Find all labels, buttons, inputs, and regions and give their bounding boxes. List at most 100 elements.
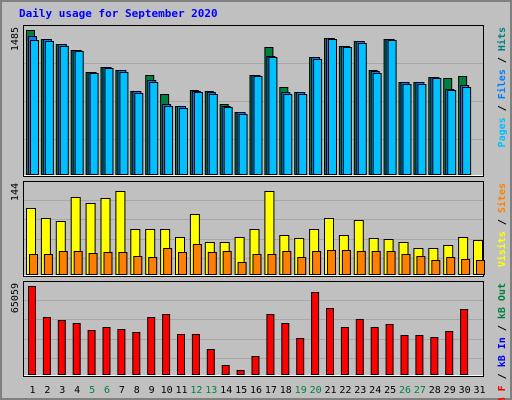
bar-pages-day-13 xyxy=(208,94,218,175)
bar-sites-day-8 xyxy=(133,256,143,275)
x-tick-label-7: 7 xyxy=(119,385,125,396)
bar-pages-day-15 xyxy=(238,114,248,175)
bar-pages-day-1 xyxy=(30,40,39,175)
bar-pages-day-17 xyxy=(268,57,278,175)
bar-pages-day-7 xyxy=(119,72,129,175)
x-tick-label-12: 12 xyxy=(190,385,202,396)
bar-pages-day-25 xyxy=(387,40,397,175)
x-tick-label-10: 10 xyxy=(161,385,173,396)
x-tick-label-3: 3 xyxy=(59,385,65,396)
x-tick-label-19: 19 xyxy=(295,385,307,396)
bar-sites-day-20 xyxy=(312,251,322,275)
bar-kbf-day-15 xyxy=(236,370,245,375)
bar-kbf-day-30 xyxy=(460,309,469,375)
chart-title: Daily usage for September 2020 xyxy=(19,7,218,20)
panel-1-border xyxy=(23,181,484,277)
x-tick-label-24: 24 xyxy=(369,385,381,396)
bar-pages-day-21 xyxy=(328,39,337,175)
legend-entry: Sites xyxy=(496,183,508,213)
bar-sites-day-1 xyxy=(29,254,38,275)
legend-entry: kB In xyxy=(497,337,508,367)
bar-kbf-day-24 xyxy=(370,327,379,375)
x-tick-label-20: 20 xyxy=(310,385,322,396)
legend-entry: Hits xyxy=(496,27,508,51)
bar-pages-day-6 xyxy=(104,68,114,175)
legend-entry: / xyxy=(497,319,508,337)
bar-kbf-day-22 xyxy=(340,327,349,375)
bar-sites-day-27 xyxy=(416,256,426,275)
bar-pages-day-11 xyxy=(179,108,188,175)
bar-kbf-day-2 xyxy=(42,317,51,375)
bar-sites-day-25 xyxy=(386,251,396,275)
bar-sites-day-24 xyxy=(371,251,381,275)
x-tick-label-17: 17 xyxy=(265,385,277,396)
legend-entry: / xyxy=(497,213,508,231)
panel-0-ymax-label: 1485 xyxy=(10,27,21,51)
legend-entry: / xyxy=(497,51,508,69)
bar-kbf-day-6 xyxy=(102,327,111,375)
bar-sites-day-29 xyxy=(446,257,456,275)
panel-2-legend: kB F / kB In / kB Out xyxy=(497,283,508,400)
bar-sites-day-13 xyxy=(207,252,217,275)
x-tick-label-18: 18 xyxy=(280,385,292,396)
bar-kbf-day-26 xyxy=(400,335,409,375)
bar-sites-day-3 xyxy=(58,251,68,275)
x-tick-label-16: 16 xyxy=(250,385,262,396)
bar-sites-day-26 xyxy=(401,254,411,275)
bar-sites-day-15 xyxy=(237,262,247,275)
legend-entry: Pages xyxy=(497,117,508,147)
bar-sites-day-11 xyxy=(178,252,187,275)
x-tick-label-1: 1 xyxy=(29,385,35,396)
bar-kbf-day-29 xyxy=(445,331,454,375)
bar-pages-day-27 xyxy=(417,84,427,175)
x-tick-label-5: 5 xyxy=(89,385,95,396)
x-tick-label-11: 11 xyxy=(175,385,187,396)
bar-sites-day-17 xyxy=(267,254,277,275)
bar-pages-day-14 xyxy=(223,107,233,175)
x-tick-label-21: 21 xyxy=(324,385,336,396)
bar-pages-day-22 xyxy=(342,47,352,175)
bar-pages-day-10 xyxy=(164,106,174,175)
bar-kbf-day-9 xyxy=(147,317,156,375)
bar-kbf-day-28 xyxy=(430,337,439,375)
bar-pages-day-18 xyxy=(283,94,293,175)
x-tick-label-26: 26 xyxy=(399,385,411,396)
panel-0-border xyxy=(23,25,484,177)
x-tick-label-9: 9 xyxy=(149,385,155,396)
bar-pages-day-26 xyxy=(402,84,412,175)
panel-0-legend: Pages / Files / Hits xyxy=(496,27,508,147)
x-tick-label-14: 14 xyxy=(220,385,232,396)
bar-sites-day-28 xyxy=(431,260,441,275)
bar-pages-day-30 xyxy=(462,87,472,175)
x-tick-label-6: 6 xyxy=(104,385,110,396)
panel-1-ymax-label: 144 xyxy=(10,183,21,201)
bar-kbf-day-14 xyxy=(221,365,230,375)
x-tick-label-29: 29 xyxy=(444,385,456,396)
bar-sites-day-5 xyxy=(88,253,98,275)
x-tick-label-25: 25 xyxy=(384,385,396,396)
bar-kbf-day-20 xyxy=(311,292,320,375)
x-tick-label-31: 31 xyxy=(473,385,485,396)
bar-kbf-day-16 xyxy=(251,356,260,375)
bar-sites-day-23 xyxy=(356,251,366,275)
bar-pages-day-29 xyxy=(447,90,457,175)
x-tick-label-2: 2 xyxy=(44,385,50,396)
bar-kbf-day-17 xyxy=(266,314,275,375)
bar-pages-day-8 xyxy=(134,93,144,175)
x-tick-label-30: 30 xyxy=(459,385,471,396)
bar-sites-day-18 xyxy=(282,251,292,275)
bar-pages-day-16 xyxy=(253,76,263,175)
bar-kbf-day-21 xyxy=(326,308,334,375)
bar-pages-day-12 xyxy=(193,92,203,175)
bar-sites-day-22 xyxy=(341,250,351,275)
x-tick-label-28: 28 xyxy=(429,385,441,396)
bar-kbf-day-12 xyxy=(191,334,200,375)
bar-sites-day-30 xyxy=(461,259,471,275)
bar-kbf-day-25 xyxy=(385,324,394,375)
legend-entry: kB Out xyxy=(497,283,508,319)
x-tick-label-13: 13 xyxy=(205,385,217,396)
x-tick-label-27: 27 xyxy=(414,385,426,396)
bar-kbf-day-10 xyxy=(162,314,171,375)
bar-kbf-day-3 xyxy=(57,320,66,375)
bar-kbf-day-27 xyxy=(415,335,424,375)
